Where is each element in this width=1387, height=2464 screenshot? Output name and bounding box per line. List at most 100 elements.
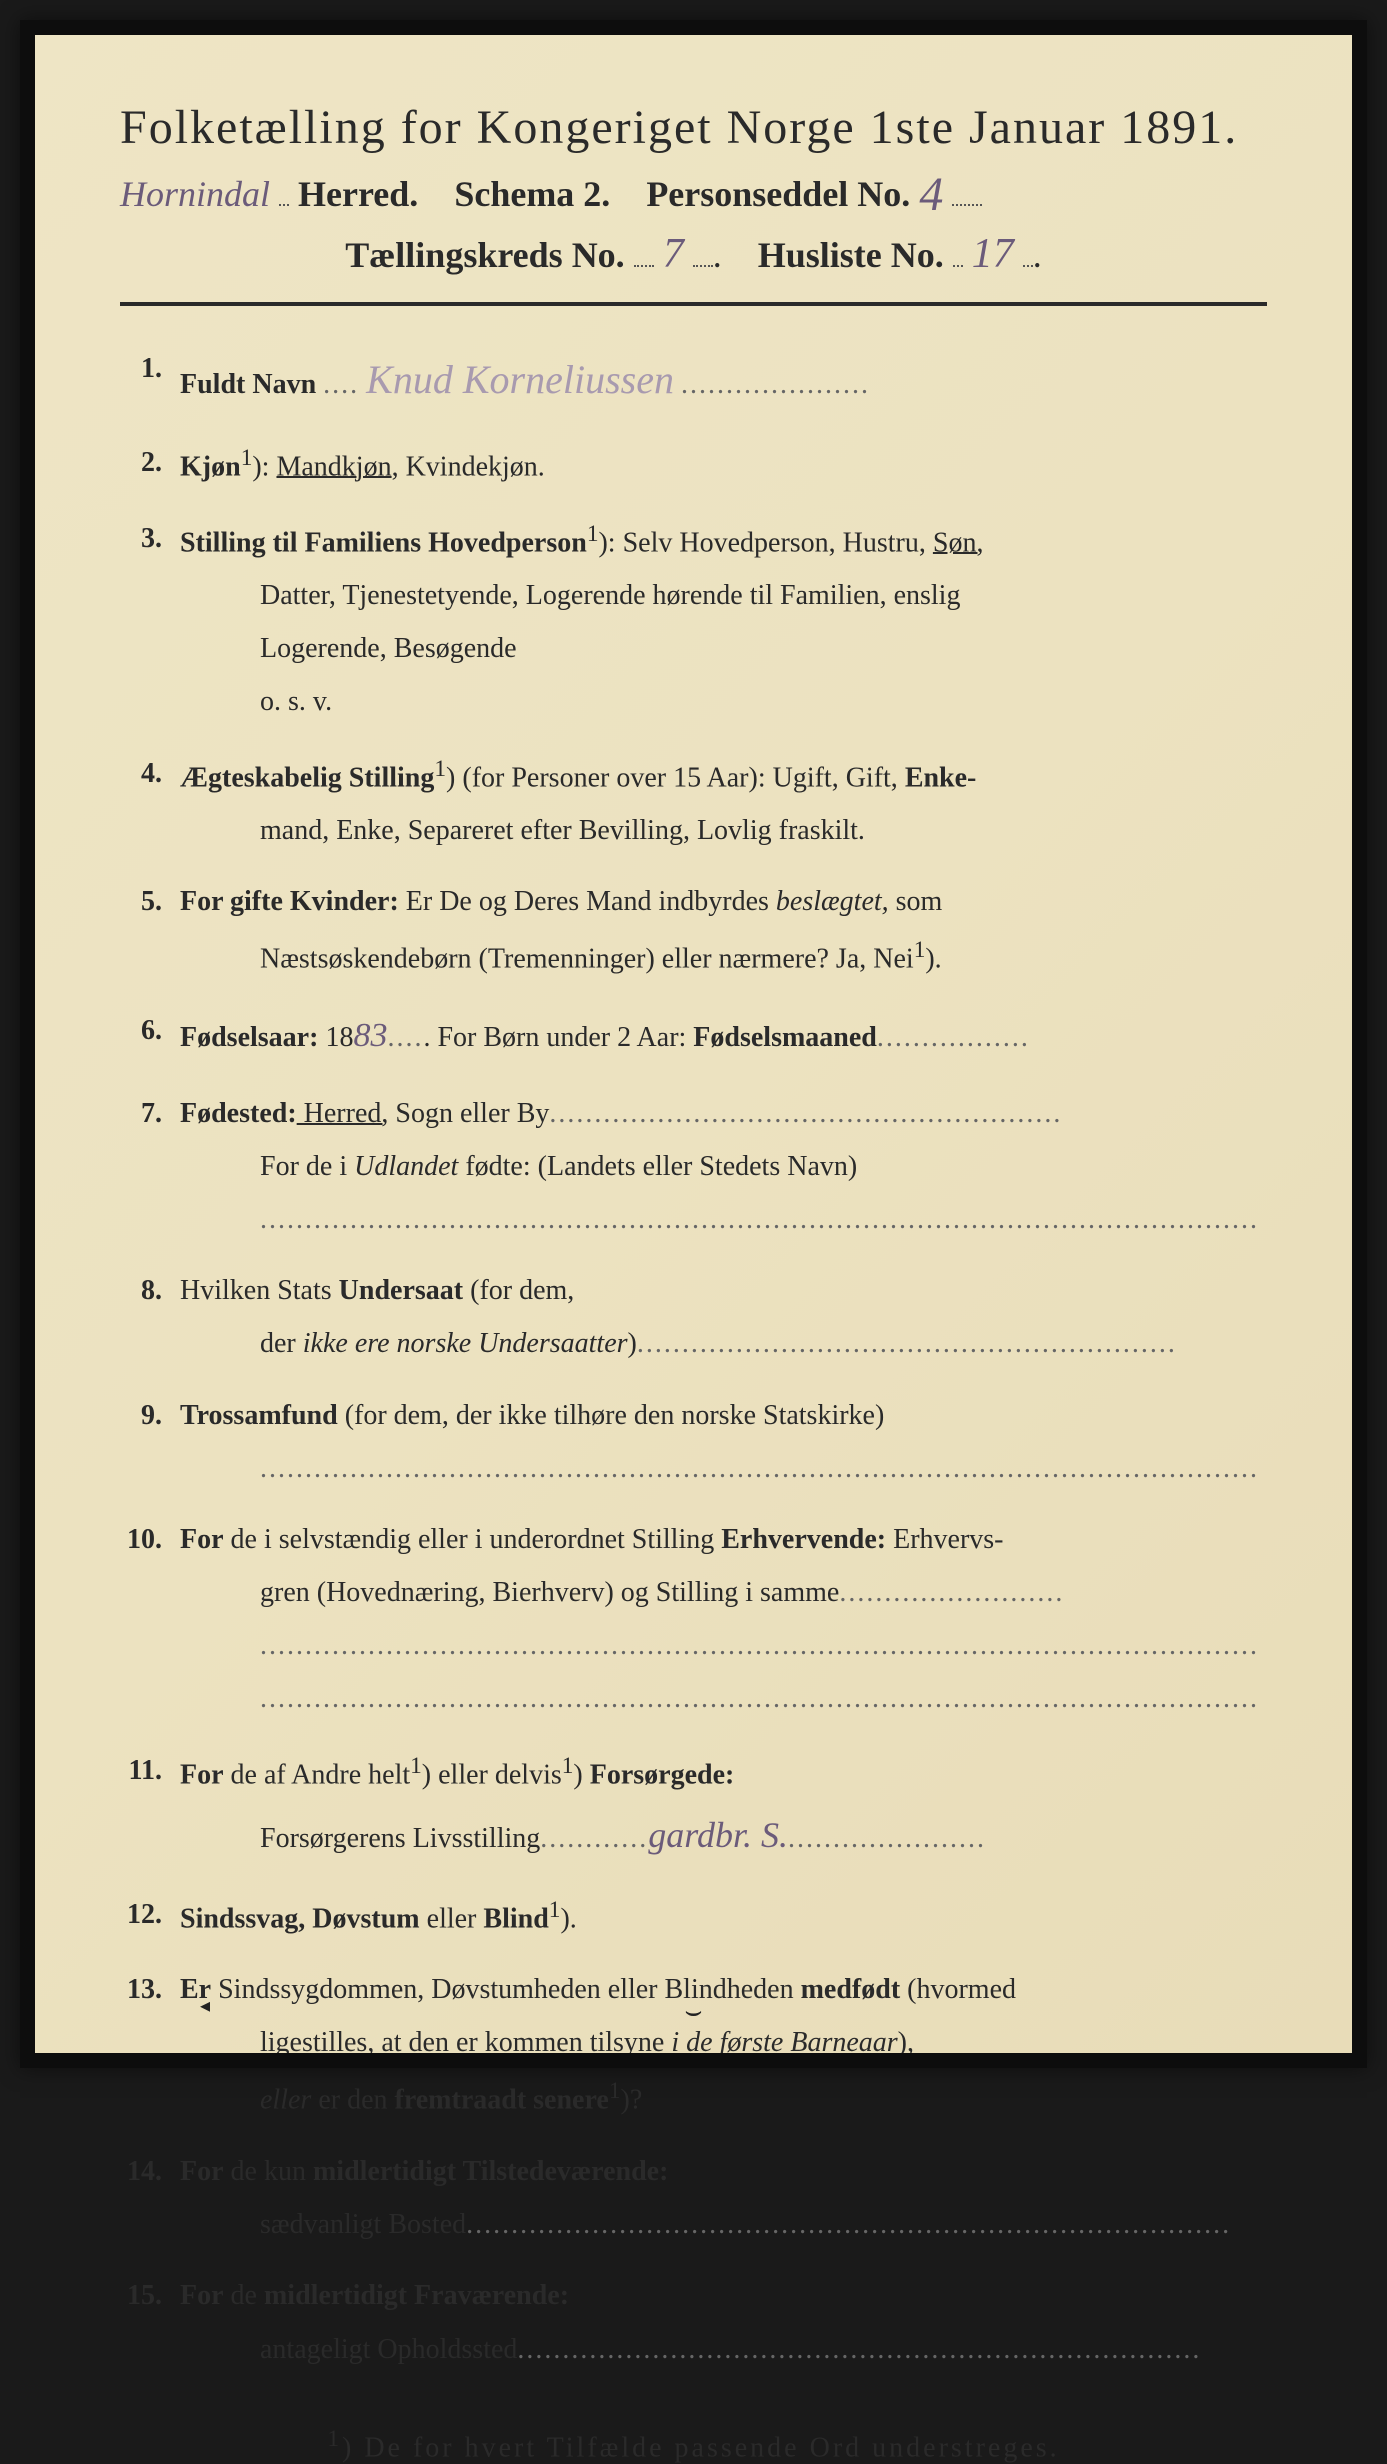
item-7-dots2: ........................................… bbox=[180, 1193, 1267, 1246]
item-4: 4. Ægteskabelig Stilling1) (for Personer… bbox=[120, 747, 1267, 858]
item-1-handwritten: Knud Korneliussen bbox=[366, 357, 674, 402]
item-14-bold1: For bbox=[180, 2156, 224, 2187]
item-6-bold2: Fødselsmaaned bbox=[693, 1022, 877, 1053]
item-6-text1: . For Børn under 2 Aar: bbox=[423, 1022, 693, 1053]
item-14-bold2: midlertidigt Tilstedeværende: bbox=[313, 2156, 668, 2187]
item-9-text1: (for dem, der ikke tilhøre den norske St… bbox=[338, 1400, 885, 1431]
item-12-text1: eller bbox=[420, 1903, 484, 1934]
item-13-text2: (hvormed bbox=[900, 1974, 1016, 2005]
item-14-body: For de kun midlertidigt Tilstedeværende:… bbox=[180, 2145, 1267, 2251]
item-1: 1. Fuldt Navn .... Knud Korneliussen ...… bbox=[120, 342, 1267, 418]
item-12-sup: 1 bbox=[549, 1897, 561, 1923]
item-3-sup: 1 bbox=[587, 521, 599, 547]
item-3: 3. Stilling til Familiens Hovedperson1):… bbox=[120, 512, 1267, 729]
item-5-text1: Er De og Deres Mand indbyrdes bbox=[399, 886, 776, 917]
paper-tear-mark-center: ⌣ bbox=[684, 1996, 702, 2028]
item-8-bold1: Undersaat bbox=[339, 1275, 463, 1306]
herred-dots bbox=[279, 204, 289, 206]
item-6: 6. Fødselsaar: 1883..... For Børn under … bbox=[120, 1004, 1267, 1069]
item-1-dots2: ..................... bbox=[681, 369, 870, 400]
item-12-bold2: Blind bbox=[483, 1903, 548, 1934]
item-4-sup: 1 bbox=[434, 756, 446, 782]
footnote-text: ) De for hvert Tilfælde passende Ord und… bbox=[342, 2432, 1060, 2463]
paper-tear-mark-left: ◂ bbox=[200, 1993, 210, 2018]
item-4-line2: mand, Enke, Separeret efter Bevilling, L… bbox=[180, 804, 1267, 857]
item-2: 2. Kjøn1): Mandkjøn, Kvindekjøn. bbox=[120, 436, 1267, 494]
item-14-dots: ........................................… bbox=[466, 2209, 1231, 2240]
form-header: Folketælling for Kongeriget Norge 1ste J… bbox=[120, 100, 1267, 278]
item-3-num: 3. bbox=[120, 512, 180, 729]
item-12-body: Sindssvag, Døvstum eller Blind1). bbox=[180, 1888, 1267, 1946]
item-2-label: Kjøn bbox=[180, 451, 241, 482]
item-6-body: Fødselsaar: 1883..... For Børn under 2 A… bbox=[180, 1004, 1267, 1069]
item-9: 9. Trossamfund (for dem, der ikke tilhør… bbox=[120, 1389, 1267, 1495]
item-6-dots1: .... bbox=[387, 1022, 423, 1053]
schema-label: Schema 2. bbox=[454, 174, 610, 214]
hl-dots-left bbox=[953, 265, 963, 267]
item-14: 14. For de kun midlertidigt Tilstedevære… bbox=[120, 2145, 1267, 2251]
item-12-bold1: Sindssvag, Døvstum bbox=[180, 1903, 420, 1934]
item-5-line2-wrap: Næstsøskendebørn (Tremenninger) eller næ… bbox=[180, 928, 1267, 986]
item-10-dots1: ......................... bbox=[839, 1577, 1064, 1608]
item-6-num: 6. bbox=[120, 1004, 180, 1069]
item-7-line2a: For de i bbox=[260, 1151, 354, 1182]
herred-name-handwritten: Hornindal bbox=[120, 174, 270, 214]
item-8-text2: (for dem, bbox=[463, 1275, 574, 1306]
item-2-num: 2. bbox=[120, 436, 180, 494]
item-8-line2a: der bbox=[260, 1328, 303, 1359]
item-4-body: Ægteskabelig Stilling1) (for Personer ov… bbox=[180, 747, 1267, 858]
footnote: 1) De for hvert Tilfælde passende Ord un… bbox=[120, 2426, 1267, 2464]
item-11-bold2: Forsørgede: bbox=[590, 1759, 735, 1790]
tallingskreds-no-handwritten: 7 bbox=[663, 231, 684, 277]
item-9-body: Trossamfund (for dem, der ikke tilhøre d… bbox=[180, 1389, 1267, 1495]
item-13-sup: 1 bbox=[609, 2078, 621, 2104]
item-8-line2b: ) bbox=[628, 1328, 637, 1359]
husliste-label: Husliste No. bbox=[758, 235, 944, 275]
item-2-sup: 1 bbox=[241, 445, 253, 471]
item-7-italic2: Udlandet bbox=[354, 1151, 458, 1182]
item-11-bold1: For bbox=[180, 1759, 224, 1790]
item-13-num: 13. bbox=[120, 1963, 180, 2127]
item-10-dots3: ........................................… bbox=[180, 1672, 1267, 1725]
item-8-text1: Hvilken Stats bbox=[180, 1275, 339, 1306]
item-10: 10. For de i selvstændig eller i underor… bbox=[120, 1513, 1267, 1726]
item-15-text1: de bbox=[224, 2280, 264, 2311]
item-13-line2a: ligestilles, at den er kommen tilsyne bbox=[260, 2027, 671, 2058]
item-7-line2b: fødte: (Landets eller Stedets Navn) bbox=[458, 1151, 857, 1182]
item-11-handwritten: gardbr. S. bbox=[648, 1815, 788, 1855]
item-13-line3-wrap: eller er den fremtraadt senere1)? bbox=[180, 2069, 1267, 2127]
item-2-body: Kjøn1): Mandkjøn, Kvindekjøn. bbox=[180, 436, 1267, 494]
item-13-line2-wrap: ligestilles, at den er kommen tilsyne i … bbox=[180, 2016, 1267, 2069]
item-5-num: 5. bbox=[120, 875, 180, 986]
item-11-dots1: ............ bbox=[540, 1823, 648, 1854]
item-10-body: For de i selvstændig eller i underordnet… bbox=[180, 1513, 1267, 1726]
item-12: 12. Sindssvag, Døvstum eller Blind1). bbox=[120, 1888, 1267, 1946]
item-13-line3a: eller bbox=[260, 2085, 311, 2116]
item-12-end: ). bbox=[560, 1903, 576, 1934]
item-11-sup2: 1 bbox=[562, 1753, 574, 1779]
item-13-bold2: medfødt bbox=[801, 1974, 901, 2005]
personseddel-no-handwritten: 4 bbox=[919, 168, 943, 221]
tk-dots-left bbox=[634, 265, 654, 267]
item-13-line2b: ), bbox=[898, 2027, 914, 2058]
item-8-dots: ........................................… bbox=[637, 1328, 1177, 1359]
item-9-dots: ........................................… bbox=[180, 1442, 1267, 1495]
item-15-num: 15. bbox=[120, 2269, 180, 2375]
item-14-num: 14. bbox=[120, 2145, 180, 2251]
item-10-line2: gren (Hovednæring, Bierhverv) og Stillin… bbox=[260, 1577, 839, 1608]
item-2-opt2: Kvindekjøn. bbox=[406, 451, 545, 482]
item-8-italic2: ikke ere norske Undersaatter bbox=[303, 1328, 628, 1359]
item-11-line2-wrap: Forsørgerens Livsstilling............gar… bbox=[180, 1801, 1267, 1869]
item-15-line2: antageligt Opholdssted bbox=[260, 2334, 517, 2365]
item-11-text1: de af Andre helt bbox=[224, 1759, 411, 1790]
item-13-body: Er Sindssygdommen, Døvstumheden eller Bl… bbox=[180, 1963, 1267, 2127]
item-11-num: 11. bbox=[120, 1744, 180, 1870]
item-11-line2: Forsørgerens Livsstilling bbox=[260, 1823, 540, 1854]
item-3-line2: Datter, Tjenestetyende, Logerende hørend… bbox=[180, 569, 1267, 622]
item-7: 7. Fødested: Herred, Sogn eller By......… bbox=[120, 1087, 1267, 1247]
item-8-line2-wrap: der ikke ere norske Undersaatter).......… bbox=[180, 1317, 1267, 1370]
item-11-body: For de af Andre helt1) eller delvis1) Fo… bbox=[180, 1744, 1267, 1870]
item-10-text1: de i selvstændig eller i underordnet Sti… bbox=[224, 1524, 722, 1555]
item-5: 5. For gifte Kvinder: Er De og Deres Man… bbox=[120, 875, 1267, 986]
item-11-sup1: 1 bbox=[410, 1753, 422, 1779]
